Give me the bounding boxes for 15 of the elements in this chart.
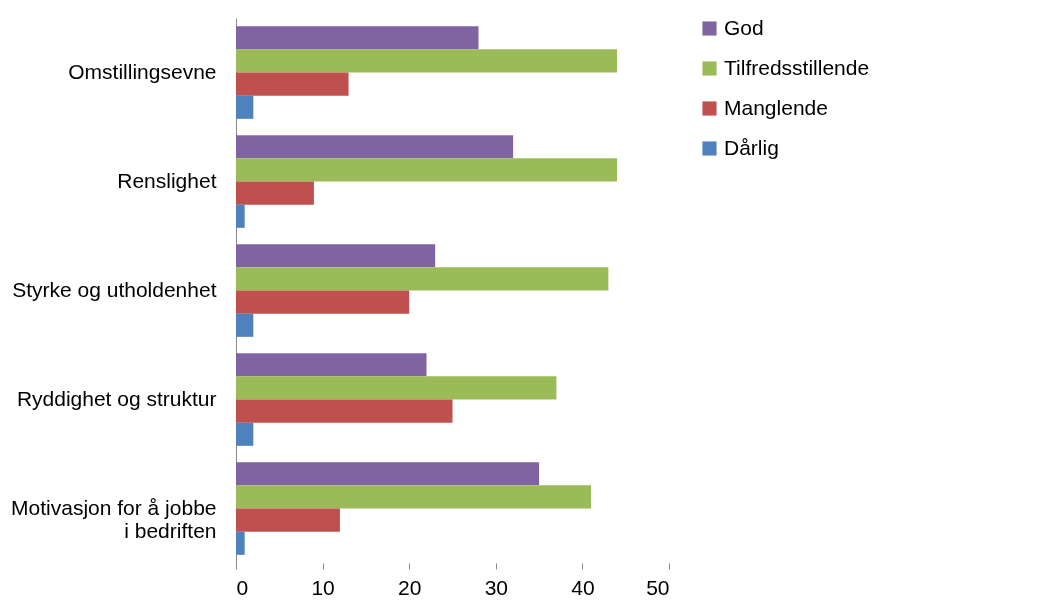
legend-label: Tilfredsstillende: [724, 55, 870, 79]
y-tick-label: Styrke og utholdenhet: [12, 277, 217, 301]
x-tick-label: 40: [571, 575, 595, 599]
x-tick-label: 30: [484, 575, 508, 599]
legend-label: God: [724, 15, 764, 39]
x-tick-label: 20: [398, 575, 422, 599]
y-tick-label: Omstillingsevne: [68, 59, 217, 83]
legend-label: Dårlig: [724, 135, 779, 159]
x-tick-label: 50: [646, 575, 670, 599]
x-tick-label: 10: [311, 575, 335, 599]
y-tick-label: Renslighet: [117, 168, 217, 192]
y-tick-label: Ryddighet og struktur: [16, 386, 217, 410]
y-tick-label: Motivasjon for å jobbe i bedriften: [11, 495, 217, 542]
legend-label: Manglende: [724, 95, 828, 119]
x-tick-label: 0: [236, 575, 249, 599]
